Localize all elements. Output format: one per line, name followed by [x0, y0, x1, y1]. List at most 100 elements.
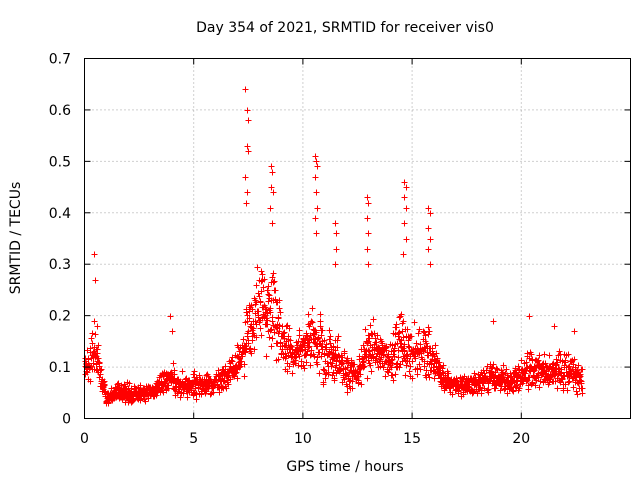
data-point [532, 382, 539, 389]
data-point [400, 318, 407, 325]
data-point [358, 381, 365, 388]
data-point [362, 326, 369, 333]
data-point [427, 210, 434, 217]
data-point [241, 361, 248, 368]
data-point [258, 268, 265, 275]
data-point [266, 334, 273, 341]
data-point [265, 291, 272, 298]
data-point [414, 365, 421, 372]
data-point [307, 352, 314, 359]
data-point [364, 215, 371, 222]
data-point [300, 362, 307, 369]
data-point [367, 322, 374, 329]
data-point [523, 359, 530, 366]
data-point [252, 318, 259, 325]
data-point [409, 375, 416, 382]
data-point [360, 342, 367, 349]
data-point [316, 370, 323, 377]
data-point [342, 372, 349, 379]
data-point [544, 375, 551, 382]
x-tick-label: 10 [294, 431, 312, 447]
data-point [314, 361, 321, 368]
data-point [416, 326, 423, 333]
data-point [269, 169, 276, 176]
data-point [433, 350, 440, 357]
data-point [490, 361, 497, 368]
data-point [286, 363, 293, 370]
data-point [348, 357, 355, 364]
x-tick-label: 20 [512, 431, 530, 447]
data-point [334, 337, 341, 344]
data-point [421, 363, 428, 370]
data-point [471, 370, 478, 377]
data-point [526, 313, 533, 320]
data-point [339, 360, 346, 367]
data-point [269, 318, 276, 325]
data-point [87, 345, 94, 352]
data-point [380, 364, 387, 371]
data-point [242, 174, 249, 181]
data-point [542, 360, 549, 367]
data-point [321, 337, 328, 344]
data-point [391, 353, 398, 360]
data-point [403, 184, 410, 191]
data-point [304, 348, 311, 355]
data-point [267, 327, 274, 334]
data-point [270, 189, 277, 196]
data-point [286, 325, 293, 332]
data-point [416, 361, 423, 368]
data-point [512, 383, 519, 390]
data-point [365, 261, 372, 268]
data-point [215, 367, 222, 374]
y-axis-label: SRMTID / TECUs [8, 182, 24, 295]
data-point [355, 377, 362, 384]
data-point [536, 384, 543, 391]
data-point [349, 385, 356, 392]
data-point [309, 319, 316, 326]
data-point [344, 389, 351, 396]
data-point [556, 348, 563, 355]
data-point [455, 390, 462, 397]
data-point [488, 368, 495, 375]
data-point [460, 391, 467, 398]
data-point [361, 363, 368, 370]
data-point [314, 354, 321, 361]
data-point [260, 284, 267, 291]
data-point [95, 355, 102, 362]
data-point [188, 382, 195, 389]
data-point [426, 328, 433, 335]
data-point [393, 324, 400, 331]
data-point [219, 384, 226, 391]
data-point [539, 361, 546, 368]
data-point [142, 398, 149, 405]
data-point [306, 323, 313, 330]
data-point [429, 348, 436, 355]
data-point [91, 251, 98, 258]
data-point [559, 358, 566, 365]
data-point [303, 330, 310, 337]
data-point [332, 220, 339, 227]
data-point [341, 348, 348, 355]
data-point [275, 356, 282, 363]
data-point [271, 329, 278, 336]
data-point [309, 305, 316, 312]
data-point [396, 364, 403, 371]
data-point [275, 315, 282, 322]
data-point [88, 335, 95, 342]
data-point [427, 261, 434, 268]
data-point [562, 359, 569, 366]
data-point [420, 328, 427, 335]
data-point [579, 390, 586, 397]
data-point [401, 341, 408, 348]
data-point [244, 107, 251, 114]
data-point [311, 353, 318, 360]
data-point [364, 339, 371, 346]
data-point [575, 362, 582, 369]
data-point [395, 354, 402, 361]
data-point [554, 385, 561, 392]
data-point [403, 362, 410, 369]
data-point [305, 337, 312, 344]
data-point [225, 381, 232, 388]
data-point [504, 390, 511, 397]
